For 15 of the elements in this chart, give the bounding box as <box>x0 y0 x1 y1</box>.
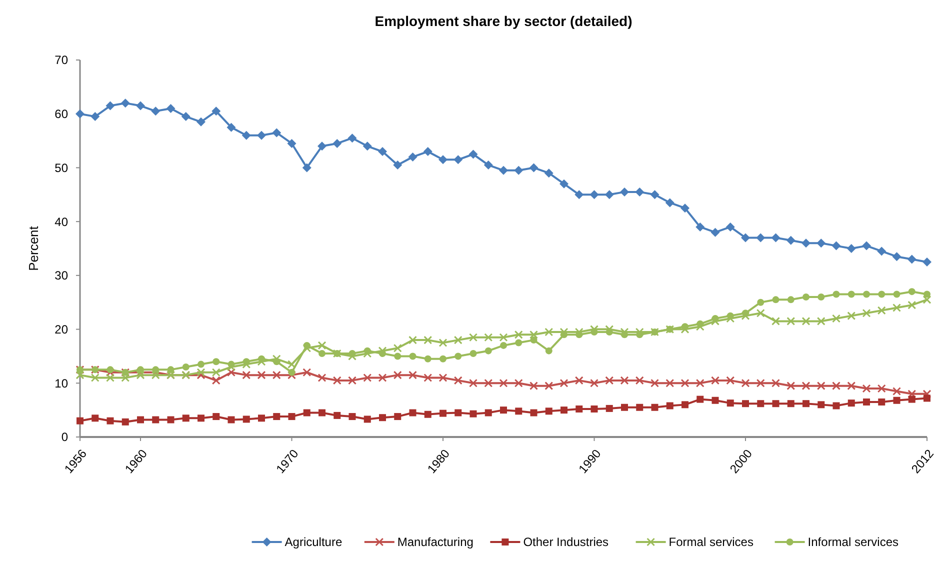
y-tick-label: 50 <box>54 160 68 175</box>
y-tick-label: 70 <box>54 53 68 68</box>
legend-label: Other Industries <box>523 535 609 550</box>
y-tick-label: 10 <box>54 376 68 390</box>
y-tick-label: 0 <box>61 430 68 444</box>
y-tick-label: 60 <box>54 107 68 122</box>
legend-label: Manufacturing <box>397 535 474 550</box>
y-tick-label: 20 <box>54 322 68 336</box>
y-tick-label: 40 <box>54 214 68 229</box>
legend-label: Formal services <box>668 535 754 550</box>
y-axis-title: Percent <box>26 226 41 271</box>
legend-label: Informal services <box>808 535 899 550</box>
legend-label: Agriculture <box>284 535 342 550</box>
y-tick-label: 30 <box>54 268 68 283</box>
chart-title: Employment share by sector (detailed) <box>374 13 632 29</box>
